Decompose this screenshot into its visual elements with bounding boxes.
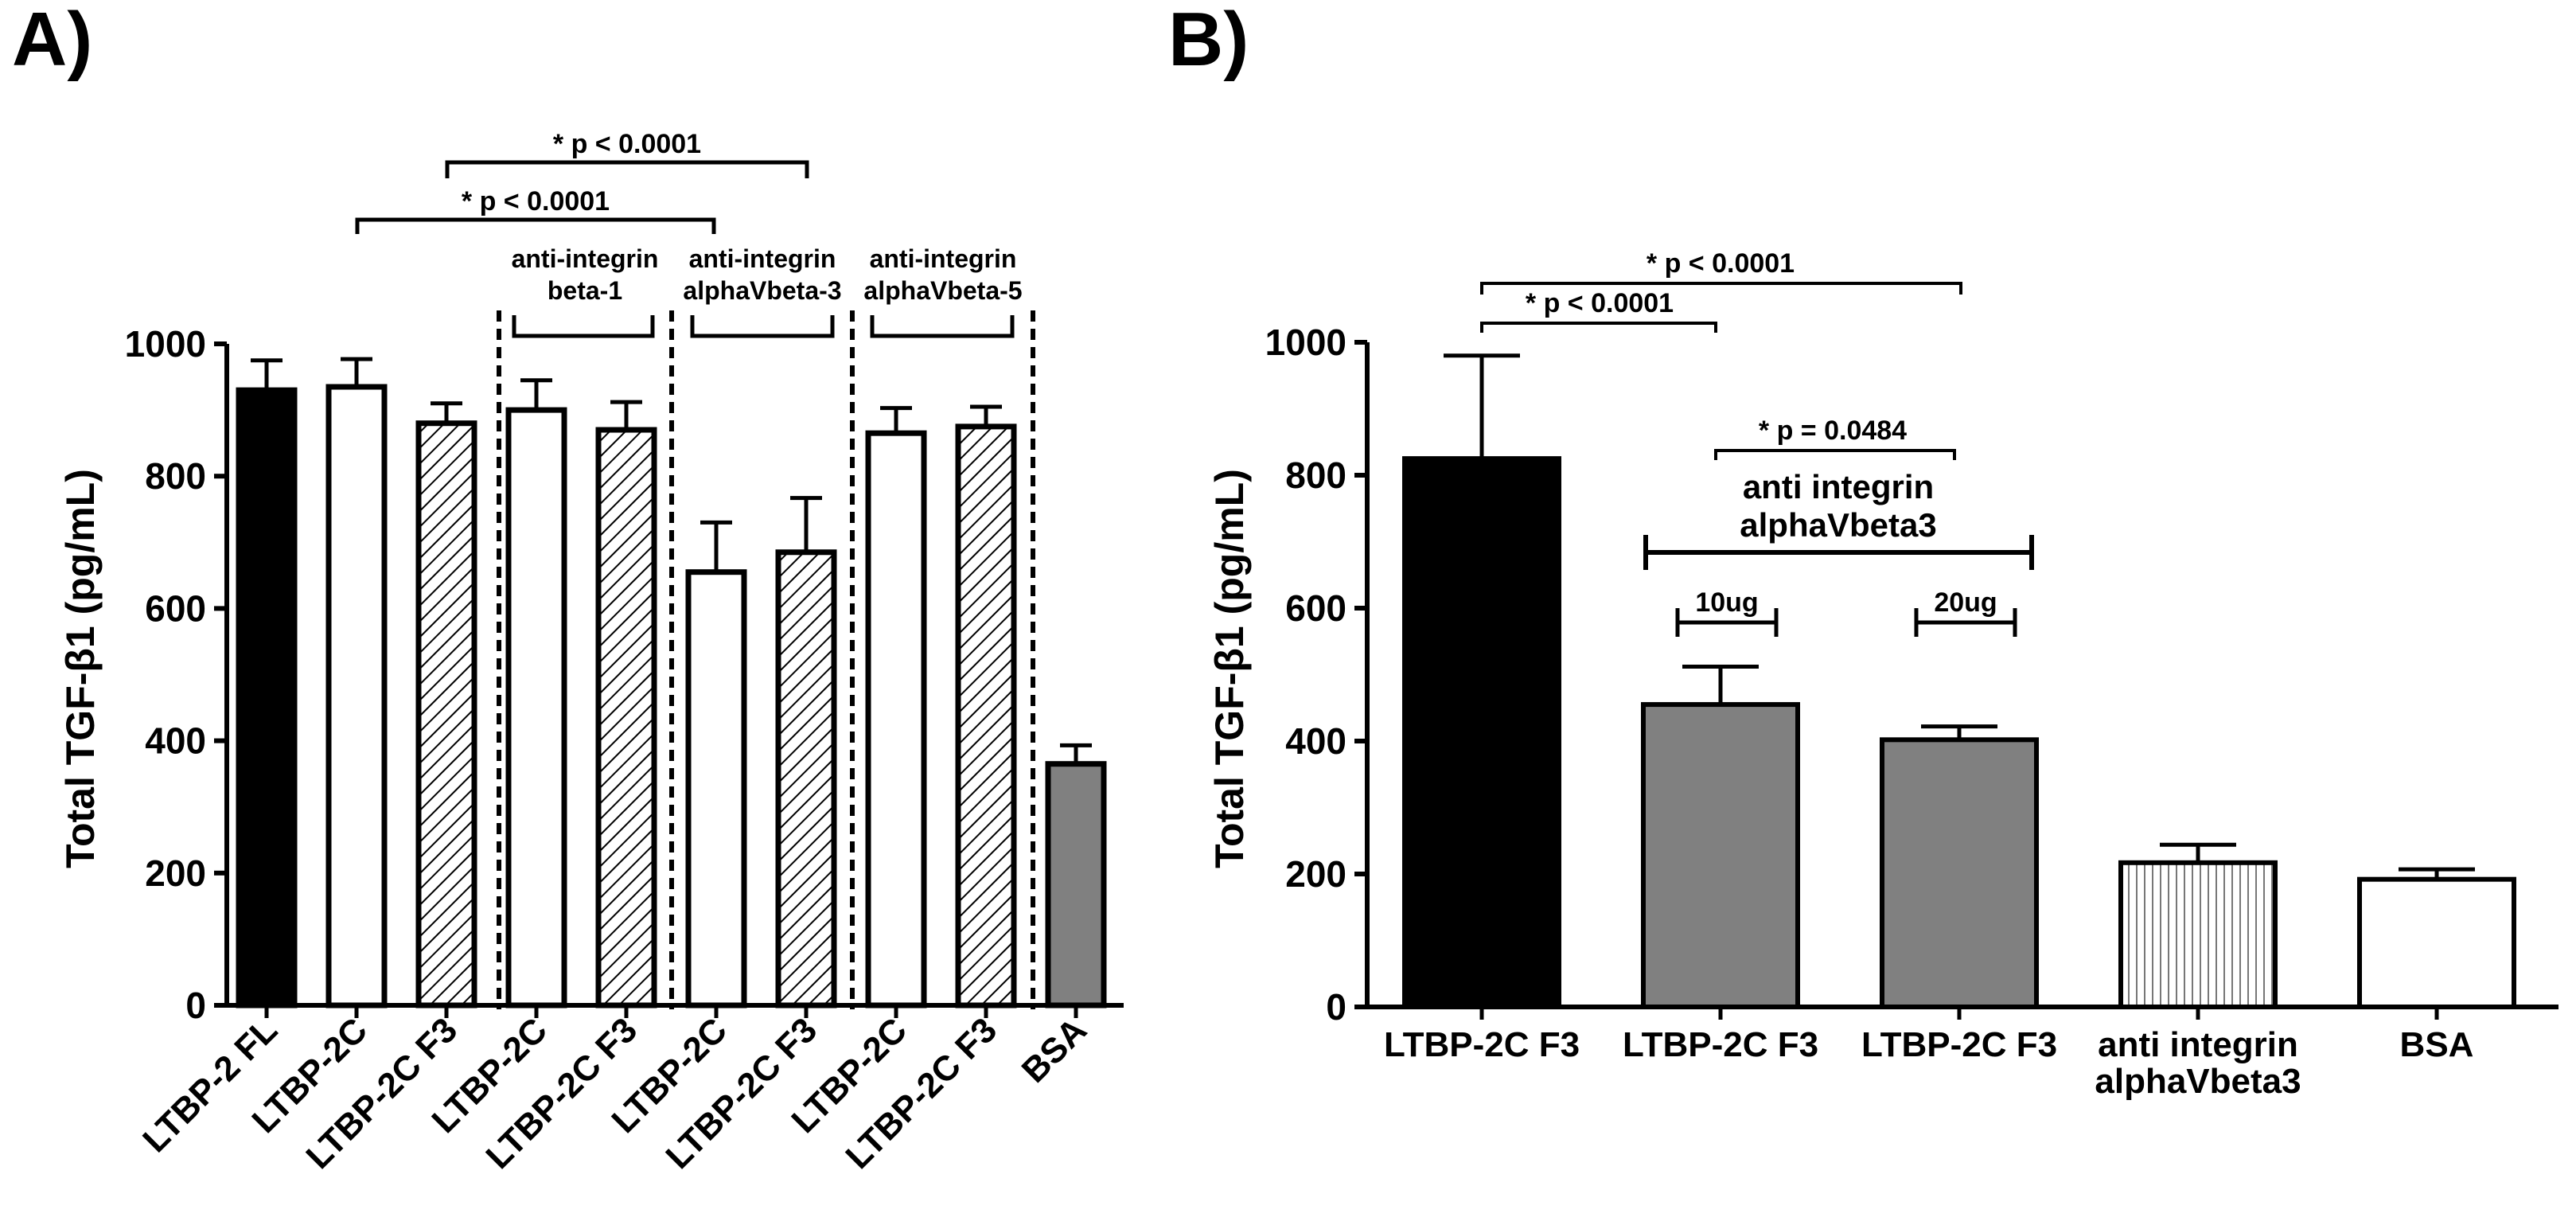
panel-b-y-axis-label: Total TGF-β1 (pg/mL)	[1207, 469, 1252, 868]
panel-a-group-label: anti-integrin	[689, 244, 836, 273]
panel-a-group-label: anti-integrin	[870, 244, 1017, 273]
panel-a-bar	[685, 569, 747, 1009]
panel-b-bars	[1402, 353, 2516, 1010]
panel-a-y-tick-label: 1000	[125, 323, 206, 365]
panel-a-sig-bracket	[355, 160, 809, 234]
panel-b-significance-label: * p < 0.0001	[1526, 288, 1674, 318]
panel-b-x-tick-label: anti integrin	[2098, 1025, 2298, 1064]
panel-a-y-tick-label: 0	[185, 985, 206, 1026]
panel-b-y-axis: 0 200 400 600 800 1000 LTBP-2C F3 LTBP-2C F3 LTB…	[1265, 322, 2558, 1101]
panel-b-bar	[1641, 702, 1800, 1009]
panel-b-dose-bracket	[1675, 608, 2017, 637]
panel-a: A) Total TGF-β1 (pg/mL) 0 200 400 600 800 100…	[12, 0, 1124, 1176]
panel-b-x-tick-label: LTBP-2C F3	[1861, 1025, 2057, 1064]
panel-b-group-label: alphaVbeta3	[1740, 506, 1936, 544]
panel-a-x-tick-label: BSA	[1015, 1010, 1094, 1090]
panel-b-dose-label: 20ug	[1934, 587, 1997, 618]
panel-a-bar	[1045, 761, 1107, 1009]
panel-b-bar	[2357, 876, 2516, 1010]
panel-a-significance-label: * p < 0.0001	[462, 186, 610, 217]
panel-b-significance-label: * p < 0.0001	[1647, 248, 1795, 279]
panel-b-x-tick-label: BSA	[2400, 1025, 2474, 1064]
panel-b-x-tick-label: alphaVbeta3	[2095, 1062, 2301, 1101]
panel-a-bar	[955, 423, 1017, 1009]
panel-b-y-tick-label: 800	[1285, 455, 1346, 496]
panel-b-group-label: anti integrin	[1743, 468, 1934, 505]
panel-a-group-label: alphaVbeta-5	[863, 276, 1022, 305]
panel-b-x-tick-label: LTBP-2C F3	[1384, 1025, 1580, 1064]
panel-b-dose-label: 10ug	[1695, 587, 1758, 618]
panel-a-bar	[415, 420, 477, 1009]
panel-b-y-tick-label: 0	[1326, 986, 1346, 1028]
panel-a-bars	[236, 357, 1107, 1009]
panel-a-group-label: alphaVbeta-3	[683, 276, 841, 305]
panel-a-group-label: anti-integrin	[512, 244, 659, 273]
panel-a-group-bracket	[512, 315, 1015, 338]
panel-a-y-axis-label: Total TGF-β1 (pg/mL)	[58, 469, 103, 868]
panel-b-bar	[2118, 860, 2278, 1010]
panel-a-y-tick-label: 400	[145, 720, 206, 762]
panel-b-y-tick-label: 600	[1285, 587, 1346, 629]
panel-b-sig-bracket	[1480, 282, 1962, 460]
panel-b-x-tick-label: LTBP-2C F3	[1623, 1025, 1818, 1064]
panel-b-y-tick-label: 400	[1285, 720, 1346, 762]
panel-a-significance-label: * p < 0.0001	[553, 129, 701, 159]
panel-a-group-label: beta-1	[548, 276, 622, 305]
panel-b-y-tick-label: 200	[1285, 853, 1346, 895]
panel-b-group-bracket	[1643, 535, 2034, 570]
panel-b-bar	[1880, 737, 2039, 1010]
panel-a-bar	[775, 549, 837, 1009]
panel-a-bar	[325, 384, 388, 1009]
panel-b-bar	[1402, 456, 1561, 1009]
panel-b-letter: B)	[1168, 0, 1249, 82]
panel-b-significance-label: * p = 0.0484	[1759, 416, 1907, 446]
panel-a-y-tick-label: 600	[145, 587, 206, 629]
panel-a-bar	[865, 430, 927, 1009]
panel-a-y-tick-label: 800	[145, 455, 206, 497]
panel-b: B) Total TGF-β1 (pg/mL) 0 200 400 600 800 100…	[1168, 0, 2558, 1101]
panel-a-y-tick-label: 200	[145, 852, 206, 894]
panel-a-letter: A)	[12, 0, 92, 82]
panel-a-bar	[236, 387, 298, 1009]
panel-b-y-tick-label: 1000	[1265, 322, 1346, 363]
panel-a-bar	[595, 427, 657, 1009]
panel-a-bar	[505, 407, 567, 1009]
panel-a-x-tick-label: LTBP-2 FL	[135, 1010, 285, 1160]
